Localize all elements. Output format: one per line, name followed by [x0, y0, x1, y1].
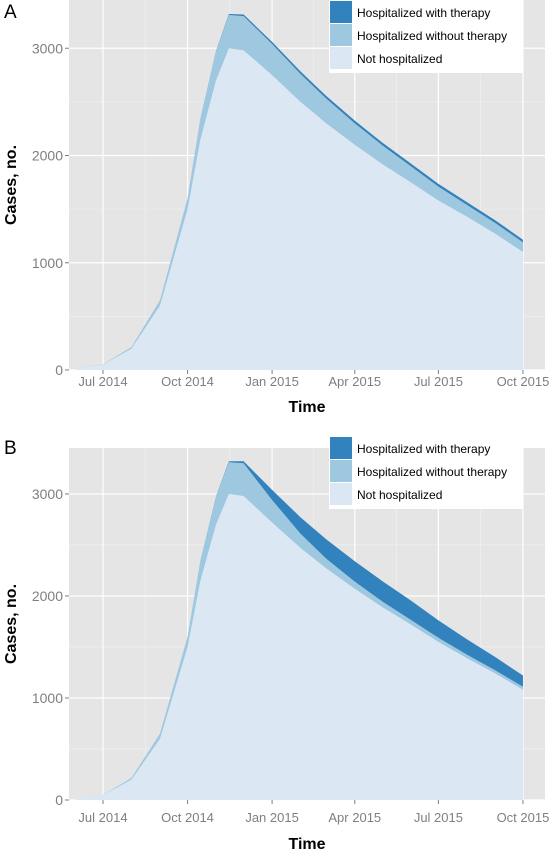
legend: Hospitalized with therapy Hospitalized wi…	[329, 436, 523, 509]
legend-box	[329, 0, 523, 73]
x-tick-label: Jul 2015	[414, 810, 463, 825]
y-tick-label: 1000	[32, 690, 63, 706]
area-not-hospitalized	[75, 493, 523, 800]
x-tick-label: Jul 2014	[78, 374, 127, 389]
legend-label: Hospitalized without therapy	[357, 29, 507, 43]
legend-key	[330, 1, 352, 23]
panel-label: B	[4, 438, 17, 459]
x-tick-label: Oct 2014	[161, 810, 214, 825]
y-axis-label: Cases, no.	[3, 584, 20, 664]
y-tick-label: 3000	[32, 486, 63, 502]
legend-key	[330, 483, 352, 505]
y-tick-label: 3000	[32, 40, 63, 56]
area-not-hospitalized	[75, 48, 523, 370]
x-tick-label: Apr 2015	[328, 810, 381, 825]
x-axis-label: Time	[288, 399, 325, 416]
legend: Hospitalized with therapy Hospitalized wi…	[329, 0, 523, 73]
legend-key	[330, 460, 352, 482]
x-tick-label: Jan 2015	[245, 374, 299, 389]
legend-label: Hospitalized with therapy	[357, 6, 490, 20]
y-axis-label: Cases, no.	[3, 145, 20, 225]
x-tick-label: Jul 2015	[414, 374, 463, 389]
area-hospitalized-without-therapy	[75, 15, 523, 369]
y-tick-label: 0	[55, 792, 63, 808]
legend-key	[330, 437, 352, 459]
legend-label: Not hospitalized	[357, 52, 442, 66]
legend-label: Hospitalized without therapy	[357, 465, 507, 479]
y-tick-label: 0	[55, 362, 63, 378]
legend-label: Not hospitalized	[357, 488, 442, 502]
x-tick-label: Jul 2014	[78, 810, 127, 825]
legend-label: Hospitalized with therapy	[357, 442, 490, 456]
y-tick-label: 1000	[32, 255, 63, 271]
area-hospitalized-with-therapy	[75, 461, 523, 799]
x-axis-label: Time	[288, 836, 325, 853]
legend-key	[330, 24, 352, 46]
x-tick-label: Oct 2014	[161, 374, 214, 389]
legend-box	[329, 436, 523, 509]
panel-label: A	[4, 2, 17, 23]
x-tick-label: Apr 2015	[328, 374, 381, 389]
y-tick-label: 2000	[32, 588, 63, 604]
panel-a: 0 1000 2000 3000 Jul 2014 Oct 2014 Jan 2015 Apr…	[3, 0, 549, 416]
x-tick-label: Jan 2015	[245, 810, 299, 825]
x-tick-label: Oct 2015	[497, 374, 550, 389]
panel-b: 0 1000 2000 3000 Jul 2014 Oct 2014 Jan 2015 Apr…	[3, 436, 549, 853]
y-tick-label: 2000	[32, 148, 63, 164]
x-tick-label: Oct 2015	[497, 810, 550, 825]
legend-key	[330, 47, 352, 69]
